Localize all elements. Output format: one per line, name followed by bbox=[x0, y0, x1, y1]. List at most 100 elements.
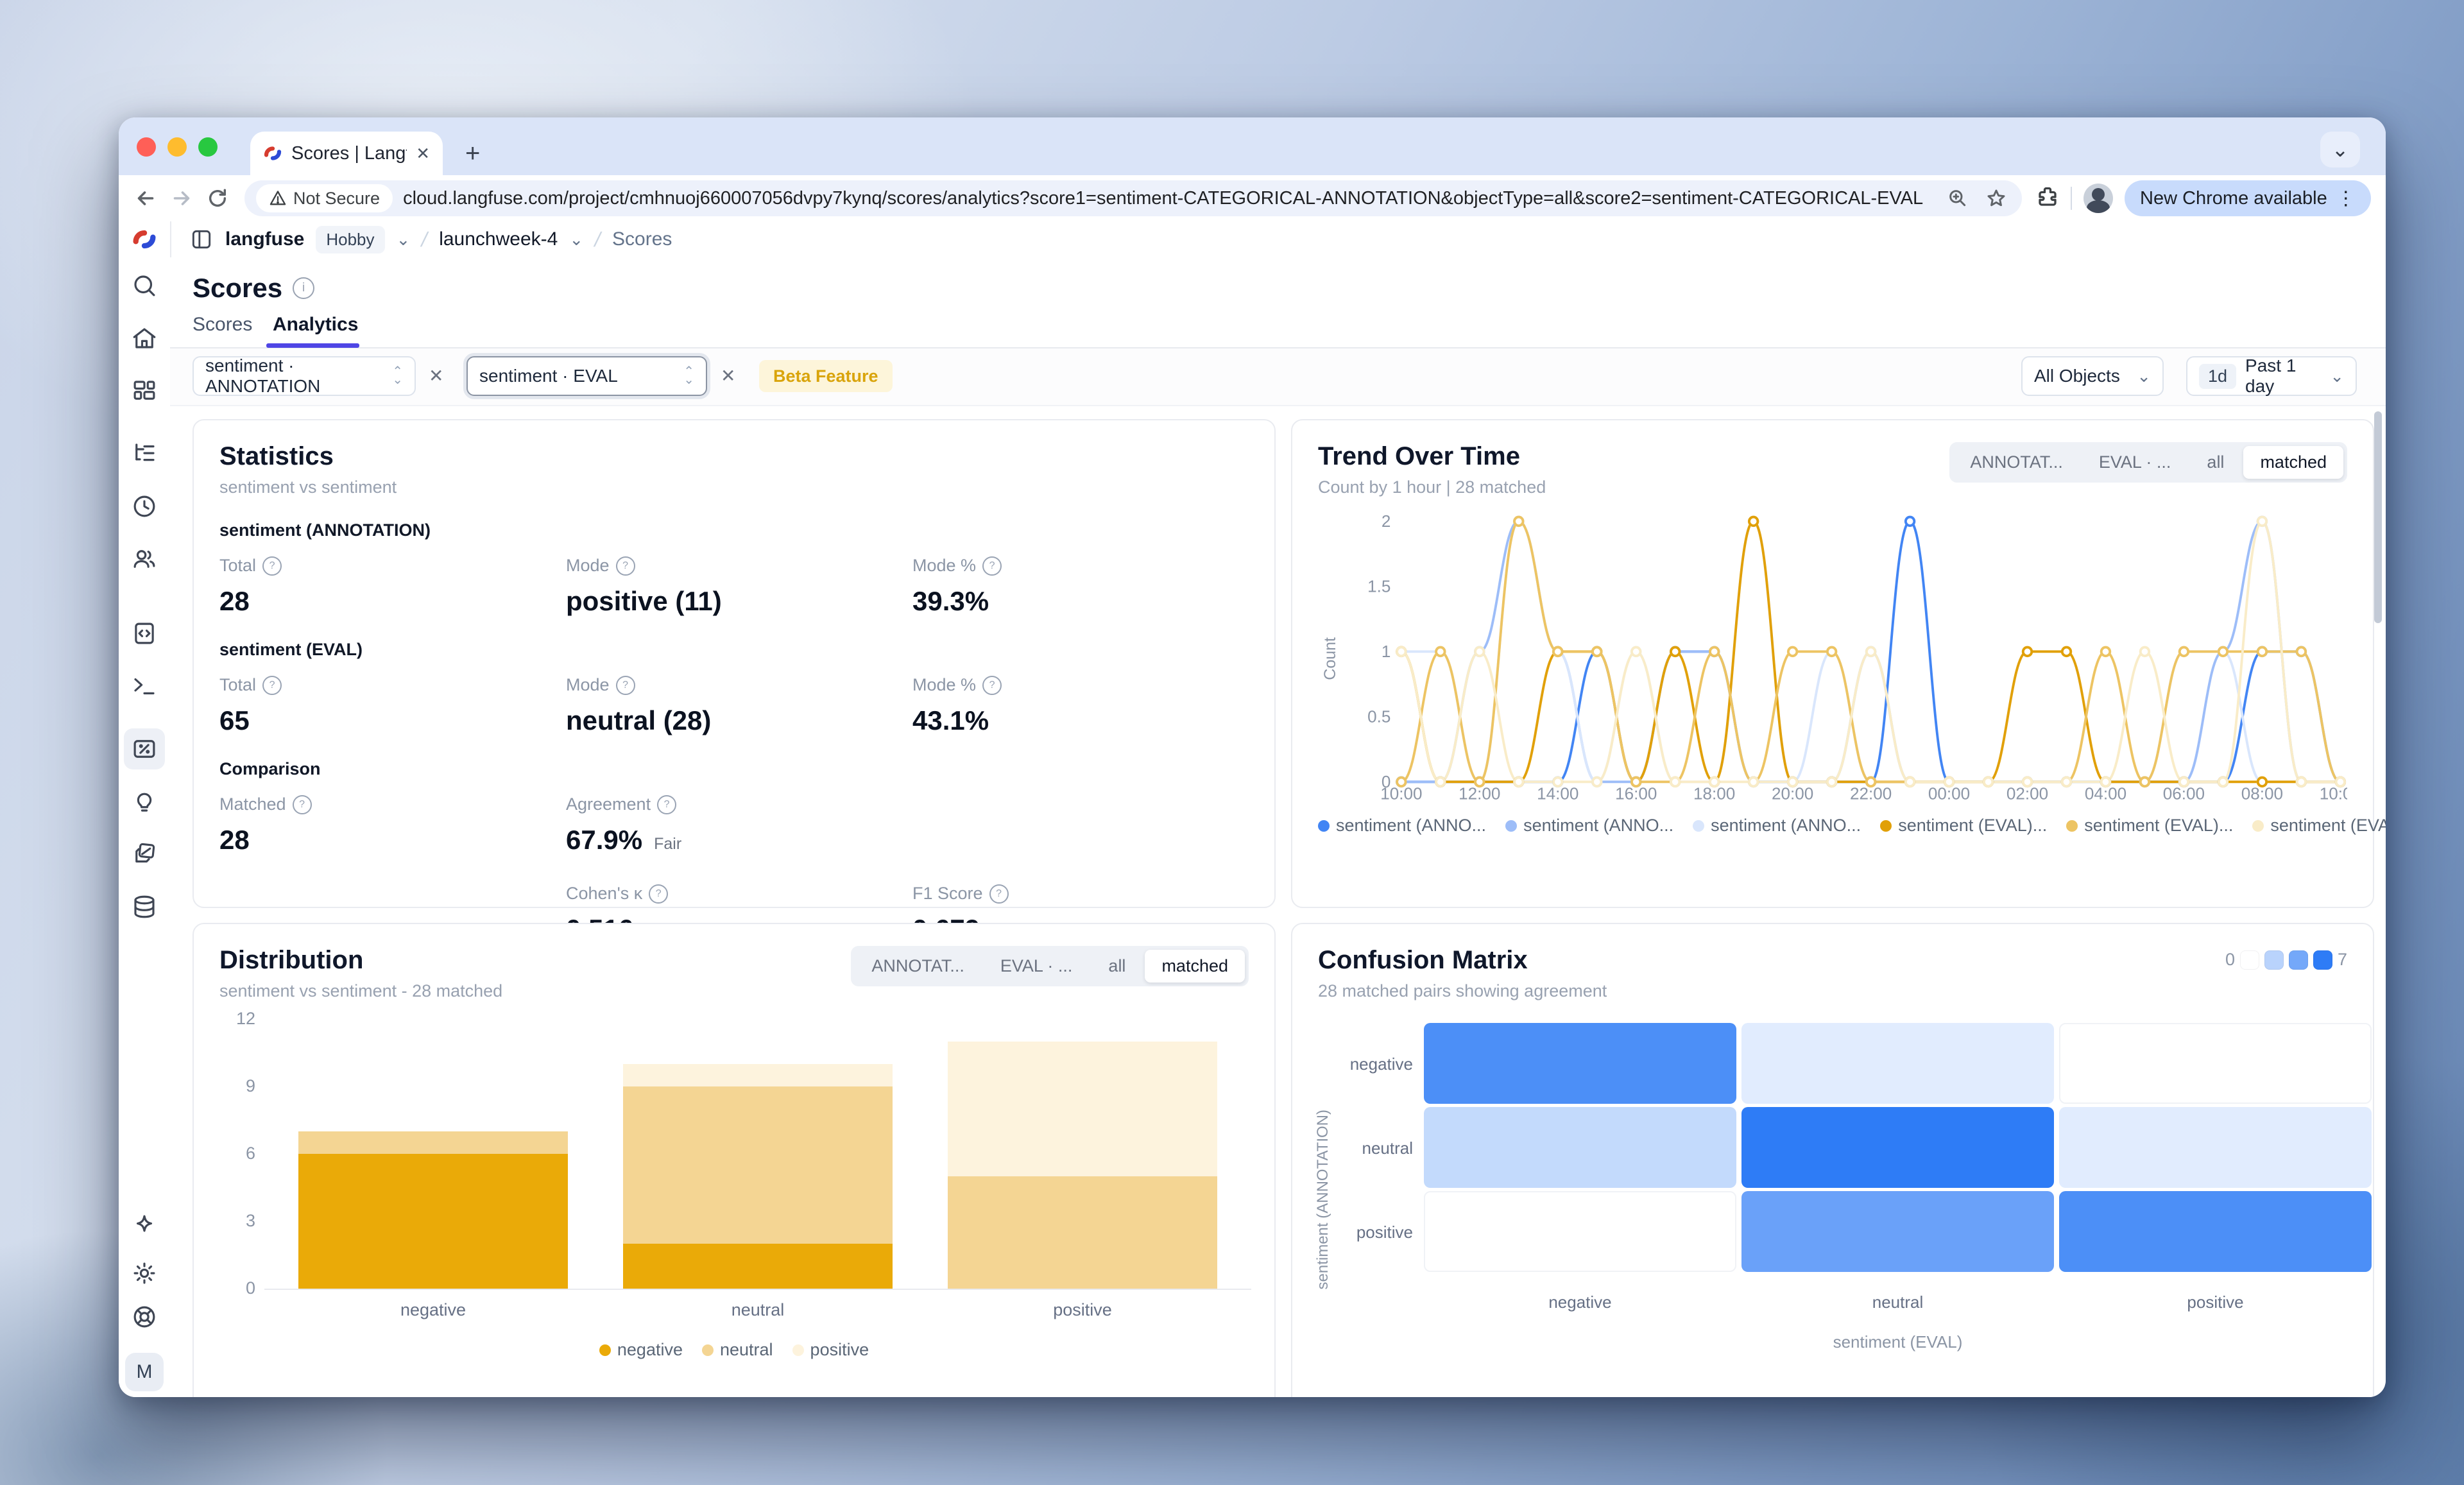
annotation-icon[interactable] bbox=[124, 834, 165, 875]
matrix-cell-negative-positive[interactable] bbox=[2059, 1023, 2372, 1104]
legend-item[interactable]: sentiment (ANNO... bbox=[1505, 816, 1673, 836]
org-name[interactable]: langfuse bbox=[225, 228, 305, 250]
profile-avatar[interactable] bbox=[2083, 184, 2113, 213]
legend-item[interactable]: neutral bbox=[701, 1340, 773, 1360]
zoom-page-icon[interactable] bbox=[1944, 188, 1972, 209]
security-chip[interactable]: Not Secure bbox=[256, 184, 393, 212]
help-icon[interactable]: ? bbox=[649, 884, 669, 904]
org-chevron-icon[interactable]: ⌄ bbox=[396, 229, 411, 249]
extensions-icon[interactable] bbox=[2036, 185, 2059, 212]
window-minimize-button[interactable] bbox=[167, 137, 187, 157]
view-option-all[interactable]: all bbox=[1108, 956, 1126, 975]
user-avatar[interactable]: M bbox=[125, 1353, 164, 1391]
help-icon[interactable]: ? bbox=[657, 794, 677, 814]
prompts-icon[interactable] bbox=[124, 613, 165, 654]
users-icon[interactable] bbox=[124, 538, 165, 579]
datasets-icon[interactable] bbox=[124, 886, 165, 927]
legend-item[interactable]: sentiment (ANNO... bbox=[1693, 816, 1861, 836]
statistics-subtitle: sentiment vs sentiment bbox=[219, 477, 397, 497]
help-icon[interactable]: ? bbox=[989, 884, 1009, 904]
legend-item[interactable]: sentiment (EVAL)... bbox=[2066, 816, 2233, 836]
home-icon[interactable] bbox=[124, 318, 165, 359]
score1-select[interactable]: sentiment · ANNOTATION ⌃ ⌄ bbox=[193, 356, 416, 396]
search-icon[interactable] bbox=[124, 265, 165, 306]
help-icon[interactable]: ? bbox=[982, 556, 1002, 576]
playground-icon[interactable] bbox=[124, 665, 165, 707]
view-option-annotation[interactable]: ANNOTAT... bbox=[871, 956, 964, 975]
matrix-cell-negative-negative[interactable] bbox=[1424, 1023, 1736, 1104]
langfuse-logo[interactable] bbox=[119, 221, 171, 257]
help-icon[interactable]: ? bbox=[292, 794, 312, 814]
help-icon[interactable]: ? bbox=[262, 675, 282, 695]
view-option-matched[interactable]: matched bbox=[1145, 950, 1245, 983]
bar-segment-neutral[interactable] bbox=[948, 1176, 1217, 1289]
bar-segment-positive[interactable] bbox=[948, 1042, 1217, 1176]
score2-remove-icon[interactable]: ✕ bbox=[721, 366, 736, 386]
sidebar-toggle-icon[interactable] bbox=[189, 227, 214, 252]
bar-segment-neutral[interactable] bbox=[623, 1086, 893, 1244]
evals-icon[interactable] bbox=[124, 781, 165, 822]
legend-dot bbox=[1318, 820, 1330, 832]
chrome-update-button[interactable]: New Chrome available ⋮ bbox=[2125, 180, 2371, 216]
sessions-icon[interactable] bbox=[124, 486, 165, 527]
tab-close-icon[interactable]: ✕ bbox=[416, 143, 430, 163]
matrix-cell-neutral-neutral[interactable] bbox=[1741, 1107, 2054, 1188]
score1-remove-icon[interactable]: ✕ bbox=[429, 366, 444, 386]
new-tab-button[interactable]: + bbox=[465, 139, 481, 167]
scrollbar-thumb[interactable] bbox=[2374, 411, 2382, 623]
object-type-select[interactable]: All Objects ⌄ bbox=[2021, 356, 2164, 396]
address-bar[interactable]: Not Secure cloud.langfuse.com/project/cm… bbox=[244, 180, 2022, 216]
back-icon[interactable] bbox=[128, 180, 164, 216]
view-option-all[interactable]: all bbox=[2207, 452, 2225, 472]
view-option-matched[interactable]: matched bbox=[2243, 446, 2343, 479]
legend-item[interactable]: negative bbox=[599, 1340, 683, 1360]
window-zoom-button[interactable] bbox=[198, 137, 218, 157]
matrix-cell-positive-neutral[interactable] bbox=[1741, 1191, 2054, 1272]
view-option-eval[interactable]: EVAL · ... bbox=[2098, 452, 2171, 472]
bar-segment-positive[interactable] bbox=[623, 1064, 893, 1086]
legend-item[interactable]: positive bbox=[792, 1340, 869, 1360]
help-icon[interactable]: ? bbox=[982, 675, 1002, 695]
info-icon[interactable]: i bbox=[293, 277, 315, 299]
bookmark-star-icon[interactable] bbox=[1982, 188, 2010, 209]
svg-text:1: 1 bbox=[1382, 642, 1391, 661]
matrix-cell-negative-neutral[interactable] bbox=[1741, 1023, 2054, 1104]
help-icon[interactable]: ? bbox=[262, 556, 282, 576]
matrix-cell-positive-positive[interactable] bbox=[2059, 1191, 2372, 1272]
help-icon[interactable]: ? bbox=[615, 556, 635, 576]
select-chevrons-icon: ⌃ ⌄ bbox=[683, 365, 694, 387]
score2-select[interactable]: sentiment · EVAL ⌃ ⌄ bbox=[466, 356, 707, 396]
legend-item[interactable]: sentiment (EVAL)... bbox=[1880, 816, 2047, 836]
tracing-icon[interactable] bbox=[124, 433, 165, 474]
matrix-cell-neutral-positive[interactable] bbox=[2059, 1107, 2372, 1188]
legend-item[interactable]: sentiment (ANNO... bbox=[1318, 816, 1486, 836]
settings-gear-icon[interactable] bbox=[124, 1253, 165, 1294]
window-close-button[interactable] bbox=[137, 137, 156, 157]
project-name[interactable]: launchweek-4 bbox=[439, 228, 558, 250]
toolbar-separator bbox=[2071, 187, 2072, 210]
app-header: langfuse Hobby ⌄ / launchweek-4 ⌄ / Scor… bbox=[119, 221, 2386, 259]
bar-segment-negative[interactable] bbox=[623, 1244, 893, 1289]
bar-segment-negative[interactable] bbox=[298, 1154, 568, 1289]
tab-analytics[interactable]: Analytics bbox=[273, 314, 359, 335]
legend-item[interactable]: sentiment (EVAL)... bbox=[2252, 816, 2386, 836]
matrix-cell-neutral-negative[interactable] bbox=[1424, 1107, 1736, 1188]
forward-icon[interactable] bbox=[164, 180, 200, 216]
view-option-annotation[interactable]: ANNOTAT... bbox=[1970, 452, 2063, 472]
project-chevron-icon[interactable]: ⌄ bbox=[569, 229, 584, 249]
tab-scores[interactable]: Scores bbox=[193, 314, 253, 335]
bar-segment-neutral[interactable] bbox=[298, 1131, 568, 1154]
reload-icon[interactable] bbox=[200, 180, 235, 216]
category-label: negative bbox=[400, 1300, 466, 1319]
matrix-cell-positive-negative[interactable] bbox=[1424, 1191, 1736, 1272]
chrome-menu-icon[interactable]: ⋮ bbox=[2336, 187, 2356, 209]
tab-search-icon[interactable]: ⌄ bbox=[2320, 132, 2360, 167]
help-icon[interactable]: ? bbox=[615, 675, 635, 695]
support-lifebuoy-icon[interactable] bbox=[124, 1296, 165, 1337]
date-range-select[interactable]: 1d Past 1 day ⌄ bbox=[2186, 356, 2357, 396]
upgrade-sparkle-icon[interactable] bbox=[124, 1205, 165, 1246]
view-option-eval[interactable]: EVAL · ... bbox=[1000, 956, 1073, 975]
browser-tab[interactable]: Scores | Langfuse ✕ bbox=[250, 132, 443, 175]
scores-icon[interactable] bbox=[124, 728, 165, 769]
dashboards-icon[interactable] bbox=[124, 370, 165, 411]
